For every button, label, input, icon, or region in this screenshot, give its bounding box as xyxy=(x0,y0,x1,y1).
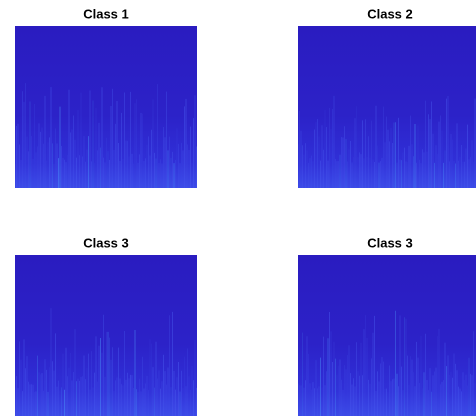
panel: Class 3 xyxy=(15,235,197,416)
figure: Class 1 Class 2 Class 3 Class 3 xyxy=(0,0,476,416)
panel-title: Class 3 xyxy=(367,235,413,250)
panel: Class 1 xyxy=(15,6,197,188)
page: Class 1 Class 2 Class 3 Class 3 (() => {… xyxy=(0,0,476,416)
panel: Class 2 xyxy=(298,6,476,188)
panel: Class 3 xyxy=(298,235,476,416)
panel-title: Class 2 xyxy=(367,6,413,21)
panel-title: Class 3 xyxy=(83,235,129,250)
panel-title: Class 1 xyxy=(83,6,129,21)
